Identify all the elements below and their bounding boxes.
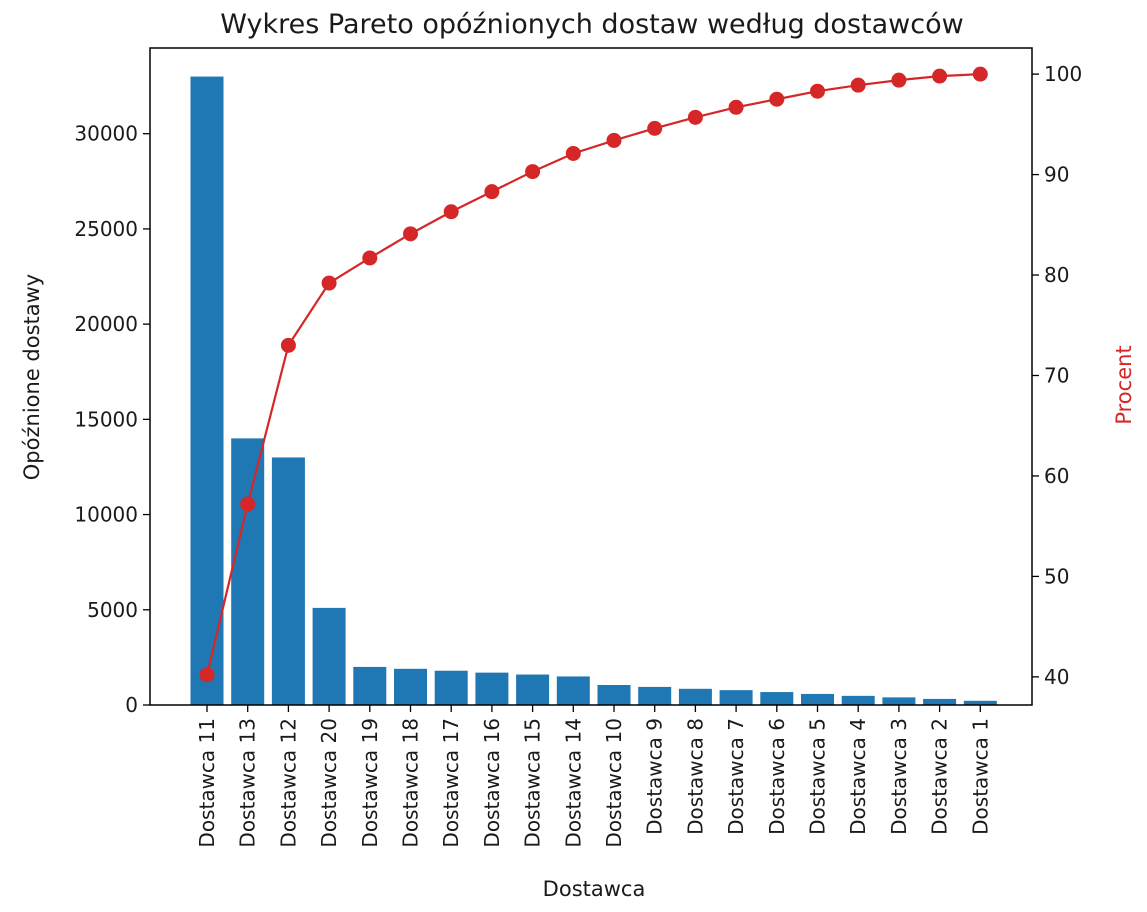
x-tick-label: Dostawca 11 [195, 718, 219, 848]
x-tick-label: Dostawca 7 [724, 718, 748, 835]
x-tick-label: Dostawca 9 [643, 718, 667, 835]
x-tick-label: Dostawca 5 [806, 718, 830, 835]
left-tick-label: 5000 [87, 598, 138, 622]
right-tick-label: 60 [1044, 464, 1069, 488]
cumulative-line [205, 73, 981, 676]
x-tick-label: Dostawca 2 [928, 718, 952, 835]
cumulative-line-series [199, 66, 988, 683]
cumulative-point-2 [240, 496, 256, 512]
cumulative-point-15 [769, 91, 785, 107]
cumulative-point-17 [850, 77, 866, 93]
plot-frame [149, 47, 1033, 706]
cumulative-point-9 [525, 164, 541, 180]
chart-title: Wykres Pareto opóźnionych dostaw według … [220, 9, 963, 40]
left-tick-label: 10000 [74, 503, 138, 527]
bar-19 [923, 698, 957, 705]
y-axis-label-left: Opóźnione dostawy [20, 274, 44, 480]
right-tick-label: 40 [1044, 665, 1069, 689]
right-tick-label: 50 [1044, 564, 1069, 588]
bar-6 [394, 668, 427, 705]
bar-17 [841, 695, 875, 705]
x-tick-label: Dostawca 4 [846, 718, 870, 835]
cumulative-point-5 [362, 250, 378, 266]
bar-series [190, 76, 997, 706]
right-tick-label: 80 [1044, 263, 1069, 287]
bar-4 [312, 607, 346, 705]
cumulative-point-16 [810, 83, 825, 99]
bar-5 [353, 666, 387, 705]
right-tick-label: 90 [1044, 163, 1069, 187]
right-y-axis: 40 50 60 70 80 90 100 [1032, 62, 1082, 689]
cumulative-point-13 [687, 109, 703, 125]
x-tick-label: Dostawca 10 [602, 718, 626, 848]
bar-10 [556, 676, 590, 705]
cumulative-point-1 [199, 667, 215, 683]
right-tick-label: 70 [1044, 363, 1069, 387]
cumulative-point-4 [321, 275, 337, 291]
x-tick-label: Dostawca 15 [521, 718, 545, 848]
cumulative-point-8 [484, 184, 500, 200]
x-tick-label: Dostawca 6 [765, 718, 789, 835]
x-tick-label: Dostawca 8 [683, 718, 707, 835]
x-tick-label: Dostawca 1 [968, 718, 992, 835]
cumulative-point-3 [280, 337, 296, 353]
cumulative-point-20 [972, 66, 988, 82]
bar-11 [597, 685, 631, 705]
bar-13 [678, 688, 712, 705]
bar-16 [801, 693, 834, 705]
bar-14 [719, 690, 753, 705]
cumulative-point-11 [606, 132, 622, 148]
bar-1 [190, 76, 224, 706]
x-axis: Dostawca 11 Dostawca 13 Dostawca 12 Dostawc… [195, 705, 992, 848]
cumulative-point-12 [647, 120, 663, 136]
cumulative-point-7 [443, 204, 459, 220]
bar-3 [271, 457, 305, 705]
bar-20 [963, 700, 997, 705]
x-tick-label: Dostawca 19 [358, 718, 382, 848]
y-axis-label-right: Procent [1112, 345, 1136, 424]
x-tick-label: Dostawca 13 [236, 718, 260, 848]
x-tick-label: Dostawca 20 [317, 718, 341, 848]
bar-8 [475, 672, 509, 705]
cumulative-point-14 [728, 99, 744, 115]
cumulative-point-6 [403, 226, 418, 242]
bar-7 [434, 670, 468, 705]
bar-12 [638, 686, 672, 705]
cumulative-point-10 [565, 145, 581, 161]
cumulative-point-19 [932, 68, 948, 84]
cumulative-point-18 [891, 72, 907, 88]
bar-2 [231, 438, 265, 705]
right-tick-label: 100 [1044, 62, 1082, 86]
left-tick-label: 20000 [74, 312, 138, 336]
left-tick-label: 15000 [74, 407, 138, 431]
x-tick-label: Dostawca 3 [887, 718, 911, 835]
left-tick-label: 25000 [74, 217, 138, 241]
bar-15 [760, 692, 794, 705]
x-tick-label: Dostawca 18 [399, 718, 423, 848]
x-axis-label: Dostawca [543, 877, 646, 901]
x-tick-label: Dostawca 17 [439, 718, 463, 848]
left-tick-label: 0 [125, 693, 138, 717]
x-tick-label: Dostawca 14 [561, 718, 585, 848]
bar-9 [516, 674, 550, 705]
x-tick-label: Dostawca 16 [480, 718, 504, 848]
x-tick-label: Dostawca 12 [276, 718, 300, 848]
left-tick-label: 30000 [74, 122, 138, 146]
left-y-axis: 0 5000 10000 15000 20000 25000 30000 [74, 122, 150, 717]
bar-18 [882, 697, 916, 705]
